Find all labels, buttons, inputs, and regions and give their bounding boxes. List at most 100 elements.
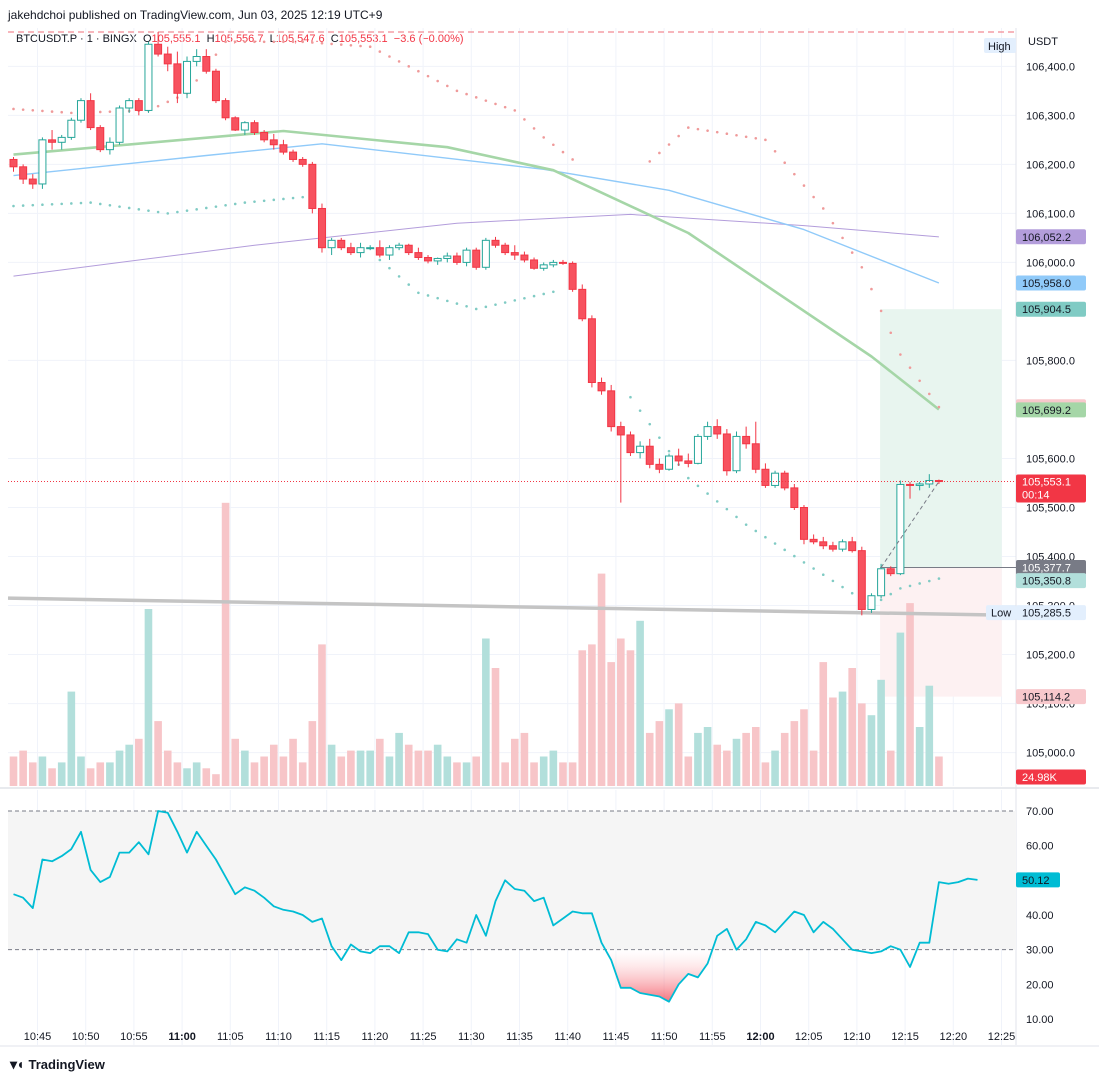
psar-dot (928, 579, 931, 583)
volume-bar (539, 756, 548, 786)
psar-dot (773, 542, 777, 545)
price-badge (1016, 229, 1086, 245)
psar-dot (243, 40, 247, 44)
candle-body (761, 468, 770, 486)
psar-dot (339, 43, 343, 46)
volume-bar (443, 756, 452, 786)
psar-dot (889, 592, 893, 596)
volume-bar (453, 762, 461, 786)
candle-body (298, 158, 307, 165)
volume-bar (742, 732, 750, 786)
psar-dot (243, 201, 247, 204)
candle-body (867, 595, 876, 610)
volume-bar (559, 762, 567, 786)
psar-dot (79, 201, 83, 205)
price-badge-text: 105,114.2 (1022, 692, 1070, 704)
psar-dot (850, 591, 854, 595)
rsi-tick: 40.00 (1026, 910, 1054, 922)
volume-bar (703, 727, 712, 786)
rsi-pane[interactable] (8, 810, 1016, 1003)
price-tick: 105,600.0 (1026, 453, 1075, 465)
candle-body (549, 261, 558, 266)
psar-dot (12, 107, 15, 111)
candle-body (751, 443, 760, 470)
psar-dot (359, 44, 362, 48)
time-tick: 11:30 (458, 1031, 485, 1043)
volume-bar (414, 750, 423, 786)
time-tick: 11:20 (362, 1031, 389, 1043)
psar-dot (754, 529, 758, 533)
price-badge (1016, 559, 1086, 575)
tradingview-logo[interactable]: ▾◖ TradingView (10, 1056, 105, 1073)
price-badge-text: 105,958.0 (1022, 278, 1071, 290)
volume-bar (780, 732, 789, 786)
volume-bar (877, 679, 885, 786)
psar-dot (715, 500, 719, 503)
candle-body (915, 483, 924, 486)
psar-dot (70, 202, 73, 205)
candle-body (713, 426, 722, 435)
psar-dot (417, 291, 420, 295)
psar-dot (291, 196, 295, 200)
time-tick: 11:45 (603, 1031, 630, 1043)
price-badge-text: 24.98K (1022, 772, 1058, 784)
psar-dot (532, 294, 536, 298)
psar-dot (802, 561, 806, 564)
psar-dot (446, 299, 449, 303)
volume-bar (404, 744, 413, 786)
psar-dot (108, 203, 112, 207)
psar-dot (754, 137, 758, 140)
candle-body (665, 455, 674, 470)
volume-bar (260, 756, 268, 786)
time-tick: 12:20 (940, 1031, 968, 1043)
psar-dot (870, 287, 873, 291)
psar-dot (629, 395, 632, 399)
psar-dot (224, 203, 227, 207)
candle-body (9, 158, 18, 168)
psar-dot (658, 436, 661, 439)
price-tick: 105,800.0 (1026, 355, 1075, 367)
candle-body (289, 151, 298, 160)
candle-body (183, 60, 192, 94)
volume-bar (510, 738, 519, 786)
volume-bar (655, 721, 664, 786)
trendline (7, 596, 1017, 618)
price-badge (1016, 402, 1086, 418)
psar-dot (233, 202, 237, 206)
psar-dot (185, 209, 189, 212)
time-tick: 10:55 (120, 1031, 148, 1043)
psar-dot (783, 548, 786, 552)
rsi-tick: 60.00 (1026, 841, 1054, 853)
volume-bar (462, 762, 471, 786)
candles[interactable] (9, 32, 943, 616)
rsi-line (13, 810, 978, 1003)
psar-dot (513, 299, 517, 302)
psar-dot (12, 204, 15, 208)
psar-dot (156, 104, 160, 108)
volume-bar (279, 756, 288, 786)
time-tick: 11:00 (168, 1031, 196, 1043)
psar-dot (523, 296, 526, 300)
psar-dot (41, 109, 44, 113)
volume-bar (433, 744, 442, 786)
candle-body (443, 255, 452, 259)
overlay (8, 481, 1016, 568)
volume-bar (925, 685, 934, 786)
projection-line (880, 481, 940, 568)
psar-dot (446, 84, 449, 88)
volume-bar (106, 762, 114, 786)
psar-dot (764, 138, 767, 142)
volume-bar (915, 727, 924, 786)
psar-dot (378, 50, 382, 53)
psar-dot (176, 210, 179, 214)
psar-dot (542, 292, 545, 296)
psar-dot (21, 108, 25, 111)
psar-dot (166, 100, 170, 104)
time-tick: 11:05 (217, 1031, 244, 1043)
price-badge-text: 105,377.7 (1022, 562, 1071, 574)
psar-dot (860, 265, 864, 269)
volume-bar (424, 750, 432, 786)
volume-bar (751, 727, 760, 786)
psar-dot (667, 449, 671, 453)
